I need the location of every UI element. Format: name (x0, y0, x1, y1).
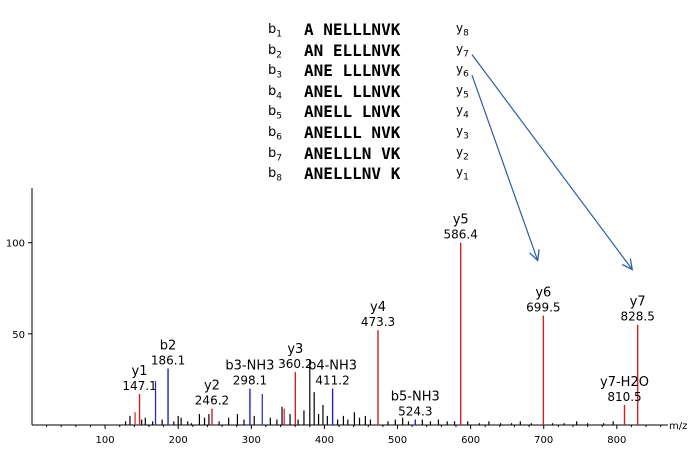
y-ion-index: 4 (463, 110, 469, 121)
b-ion-label: b5 (268, 104, 282, 122)
y-ion-letter: y (456, 41, 464, 56)
mz-label-y7-h2o: 810.5 (607, 390, 641, 404)
ion-label-y7-h2o: y7-H2O (600, 375, 649, 390)
ion-label-b2: b2 (160, 338, 177, 353)
mz-label-y1: 147.1 (122, 379, 156, 393)
y-ion-letter: y (456, 62, 464, 77)
y-ion-letter: y (456, 144, 464, 159)
y-ion-label: y4 (456, 103, 469, 120)
x-tick-label: 600 (461, 435, 480, 446)
y-ion-label: y7 (456, 42, 469, 59)
ion-label-b5-nh3: b5-NH3 (391, 390, 440, 405)
ion-label-y1: y1 (132, 364, 148, 379)
peak-labels-layer: y1147.1b2186.1y2246.2b3-NH3298.1y3360.2b… (122, 213, 654, 419)
y-ion-index: 5 (463, 90, 469, 101)
x-axis-label: m/z (669, 421, 687, 432)
b-ion-label: b8 (268, 166, 282, 184)
ion-label-y4: y4 (370, 300, 386, 315)
b-ion-index: 3 (276, 70, 282, 81)
peptide-sequence: ANE LLLNVK (304, 61, 401, 81)
b-ion-label: b1 (268, 22, 282, 40)
y-ion-letter: y (456, 21, 464, 35)
y-ion-label: y5 (456, 83, 469, 100)
y-ion-letter: y (456, 82, 464, 97)
mz-label-y2: 246.2 (195, 394, 229, 408)
b-ion-letter: b (268, 104, 277, 120)
arrow-y7 (471, 54, 632, 269)
mz-label-y4: 473.3 (361, 315, 395, 329)
b-ion-index: 5 (276, 111, 282, 122)
arrow-y6 (471, 74, 537, 259)
x-tick-label: 500 (388, 435, 407, 446)
ion-label-y5: y5 (453, 213, 469, 228)
y-ion-index: 1 (463, 172, 469, 183)
y-ion-letter: y (456, 103, 464, 118)
b-ion-label: b6 (268, 125, 282, 143)
mz-label-b4-nh3: 411.2 (315, 374, 349, 388)
y-ion-label: y3 (456, 124, 469, 141)
ion-label-b3-nh3: b3-NH3 (225, 359, 274, 374)
arrows-layer (471, 54, 632, 269)
b-ion-label: b4 (268, 84, 282, 102)
mz-label-y3: 360.2 (278, 357, 312, 371)
peptide-sequence: ANELL LNVK (304, 102, 401, 122)
b-ion-index: 4 (276, 91, 282, 102)
y-ion-index: 6 (463, 69, 469, 80)
x-tick-label: 400 (315, 435, 334, 446)
y-ion-label: y6 (456, 62, 469, 79)
mz-label-b2: 186.1 (151, 353, 185, 367)
x-tick-label: 200 (169, 435, 188, 446)
y-ion-index: 8 (463, 28, 469, 39)
b-ion-letter: b (268, 63, 277, 79)
b-ion-index: 8 (276, 173, 282, 184)
mz-label-y7: 828.5 (620, 310, 654, 324)
ion-label-y2: y2 (204, 379, 220, 394)
b-ion-letter: b (268, 124, 277, 140)
b-ion-label: b3 (268, 63, 282, 81)
y-ion-index: 3 (463, 131, 469, 142)
ion-label-y7: y7 (630, 295, 646, 310)
y-ion-letter: y (456, 165, 464, 180)
b-ion-index: 7 (276, 153, 282, 164)
mz-label-b5-nh3: 524.3 (398, 405, 432, 419)
peptide-sequence: ANELLLNV K (304, 164, 401, 184)
ion-label-y3: y3 (287, 342, 303, 357)
y-ion-letter: y (456, 123, 464, 138)
mz-label-b3-nh3: 298.1 (233, 374, 267, 388)
x-tick-label: 700 (534, 435, 553, 446)
peptide-sequence: ANELLL NVK (304, 122, 401, 142)
ion-label-y6: y6 (535, 286, 551, 301)
b-ion-letter: b (268, 145, 277, 161)
b-ion-letter: b (268, 166, 277, 182)
b-ion-letter: b (268, 83, 277, 99)
y-ion-index: 2 (463, 151, 469, 162)
b-ion-letter: b (268, 42, 277, 58)
peptide-sequence: ANEL LLNVK (304, 81, 401, 101)
mz-label-y5: 586.4 (443, 228, 477, 242)
peptide-sequence: AN ELLLNVK (304, 40, 401, 60)
x-tick-label: 300 (242, 435, 261, 446)
b-ion-letter: b (268, 22, 277, 37)
x-tick-label: 800 (607, 435, 626, 446)
b-ion-index: 6 (276, 132, 282, 143)
y-ion-label: y1 (456, 165, 469, 182)
y-ion-index: 7 (463, 48, 469, 59)
y-tick-label: 100 (6, 239, 25, 250)
b-ion-index: 2 (276, 50, 282, 61)
y-ion-label: y8 (456, 21, 469, 38)
peptide-sequence: ANELLLN VK (304, 143, 401, 163)
peaks-layer (124, 242, 639, 425)
y-ion-label: y2 (456, 145, 469, 162)
peptide-sequence: A NELLLNVK (304, 20, 401, 39)
y-tick-label: 50 (12, 330, 25, 341)
mz-label-y6: 699.5 (526, 301, 560, 315)
x-tick-label: 100 (96, 435, 115, 446)
b-ion-label: b7 (268, 146, 282, 164)
b-ion-index: 1 (276, 29, 282, 40)
b-ion-label: b2 (268, 43, 282, 61)
chart-axes: 100 200 300 400 500 600 700 800 m/z 50 100 (6, 188, 687, 446)
ion-label-b4-nh3: b4-NH3 (308, 359, 357, 374)
